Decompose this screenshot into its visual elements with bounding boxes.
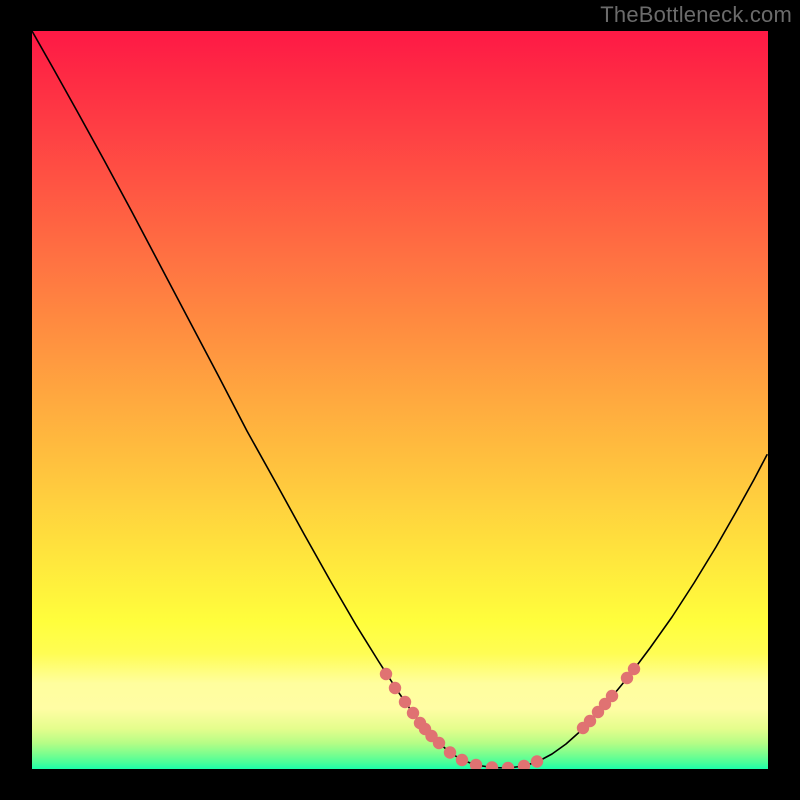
curve-dot [433,737,445,749]
curve-dot [389,682,401,694]
curve-dot [606,690,618,702]
curve-dot [628,663,640,675]
chart-svg [0,0,800,800]
watermark-text: TheBottleneck.com [600,2,792,28]
curve-dot [531,755,543,767]
curve-dot [444,746,456,758]
curve-dot [399,696,411,708]
curve-dot [380,668,392,680]
curve-dot [456,754,468,766]
plot-background [32,31,768,769]
chart-stage: TheBottleneck.com [0,0,800,800]
curve-dot [407,707,419,719]
